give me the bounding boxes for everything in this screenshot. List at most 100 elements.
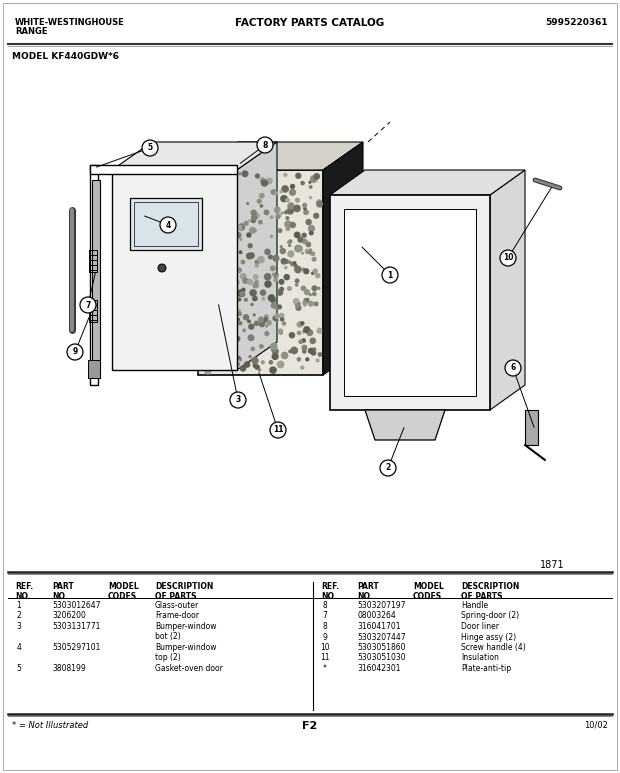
Circle shape (219, 214, 221, 216)
Circle shape (249, 253, 254, 258)
Circle shape (505, 360, 521, 376)
Circle shape (301, 366, 304, 369)
Text: 3808199: 3808199 (52, 664, 86, 673)
Circle shape (274, 274, 278, 278)
Circle shape (277, 275, 278, 277)
Circle shape (251, 347, 254, 351)
Circle shape (208, 212, 211, 215)
Circle shape (258, 257, 264, 263)
Circle shape (230, 221, 232, 223)
Circle shape (236, 346, 237, 348)
Circle shape (226, 263, 232, 268)
Circle shape (312, 272, 314, 274)
Text: Plate-anti-tip: Plate-anti-tip (461, 664, 511, 673)
Circle shape (312, 292, 316, 295)
Circle shape (273, 255, 279, 261)
Circle shape (264, 317, 268, 321)
Circle shape (260, 205, 263, 207)
Circle shape (223, 275, 226, 278)
Circle shape (209, 303, 213, 307)
Text: 2: 2 (17, 611, 21, 621)
Circle shape (318, 352, 322, 356)
Circle shape (270, 266, 275, 271)
Circle shape (244, 221, 248, 225)
Bar (134, 202, 198, 246)
Circle shape (254, 274, 258, 279)
Circle shape (285, 221, 291, 227)
Circle shape (280, 191, 282, 193)
Circle shape (281, 258, 286, 264)
Circle shape (312, 286, 317, 291)
Circle shape (248, 335, 254, 341)
Circle shape (302, 233, 306, 237)
Circle shape (280, 288, 283, 291)
Circle shape (213, 243, 218, 247)
Circle shape (257, 199, 261, 203)
Circle shape (239, 322, 242, 325)
Text: 1871: 1871 (541, 560, 565, 570)
Circle shape (235, 336, 240, 341)
Circle shape (259, 317, 263, 322)
Circle shape (312, 257, 316, 261)
Circle shape (221, 242, 227, 248)
Circle shape (265, 281, 271, 287)
Circle shape (203, 216, 205, 217)
Circle shape (278, 361, 284, 368)
Circle shape (286, 216, 289, 220)
Polygon shape (198, 142, 363, 170)
Circle shape (255, 261, 259, 264)
Circle shape (224, 203, 229, 207)
Circle shape (226, 226, 228, 228)
Circle shape (207, 301, 213, 307)
Circle shape (275, 207, 280, 213)
Circle shape (291, 263, 294, 266)
Circle shape (272, 303, 277, 308)
Circle shape (206, 288, 212, 295)
Circle shape (289, 350, 291, 352)
Circle shape (301, 182, 304, 185)
Circle shape (303, 240, 307, 243)
Circle shape (286, 199, 290, 202)
Circle shape (274, 278, 278, 281)
Polygon shape (344, 209, 476, 396)
Text: Bumper-window
bot (2): Bumper-window bot (2) (155, 622, 216, 642)
Circle shape (288, 251, 294, 257)
Circle shape (264, 210, 268, 215)
Text: 5: 5 (148, 144, 153, 152)
Circle shape (80, 297, 96, 313)
Text: 4: 4 (17, 643, 22, 652)
Circle shape (278, 229, 282, 233)
Circle shape (296, 199, 299, 202)
Circle shape (209, 324, 211, 326)
Circle shape (298, 237, 303, 242)
Circle shape (307, 330, 312, 335)
Circle shape (237, 309, 241, 313)
Circle shape (242, 171, 248, 176)
Circle shape (240, 292, 245, 297)
Circle shape (248, 243, 252, 248)
Text: 3206200: 3206200 (52, 611, 86, 621)
Circle shape (317, 329, 322, 333)
Circle shape (210, 363, 214, 367)
Polygon shape (90, 165, 237, 174)
Text: 1: 1 (388, 271, 392, 280)
Circle shape (225, 220, 228, 224)
Circle shape (286, 226, 290, 230)
Circle shape (231, 231, 237, 236)
Circle shape (298, 332, 301, 335)
Circle shape (247, 254, 252, 259)
Circle shape (230, 392, 246, 408)
Circle shape (297, 322, 302, 327)
Circle shape (273, 316, 277, 321)
Circle shape (223, 233, 228, 239)
Circle shape (236, 233, 241, 237)
Circle shape (205, 288, 211, 294)
Circle shape (290, 223, 295, 227)
Circle shape (272, 353, 278, 359)
Text: REF.
NO.: REF. NO. (321, 582, 339, 601)
Circle shape (285, 267, 287, 269)
Circle shape (280, 246, 282, 247)
Circle shape (229, 260, 233, 264)
Polygon shape (525, 410, 538, 445)
Circle shape (232, 330, 237, 335)
